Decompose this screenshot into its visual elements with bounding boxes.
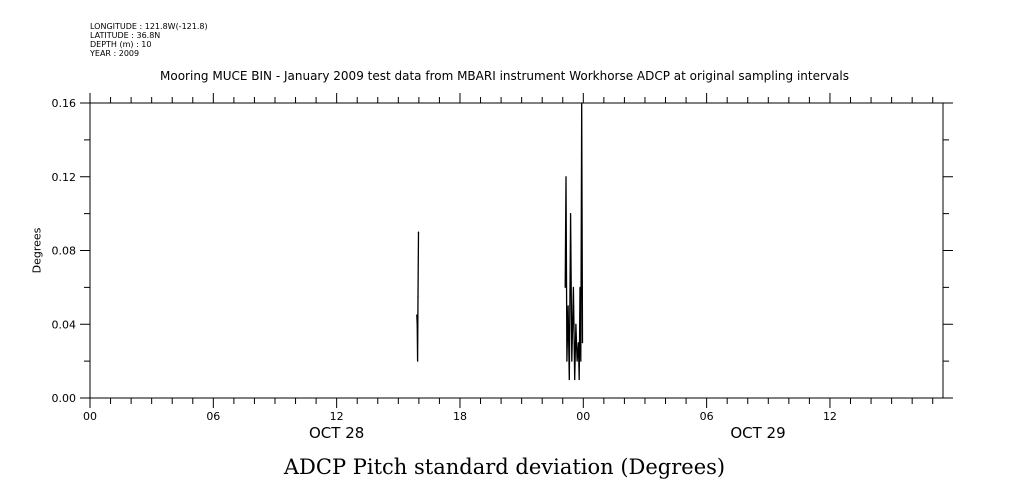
y-axis-label: Degrees <box>30 227 44 274</box>
metadata-longitude: LONGITUDE : 121.8W(-121.8) <box>90 22 208 31</box>
data-point <box>416 323 418 325</box>
data-point <box>417 231 420 233</box>
x-tick-label: 18 <box>453 410 467 423</box>
y-tick-label: 0.04 <box>52 318 77 331</box>
chart-title: ADCP Pitch standard deviation (Degrees) <box>283 455 726 479</box>
series-line <box>564 102 584 380</box>
data-point <box>416 314 418 316</box>
day-label: OCT 28 <box>309 424 364 442</box>
data-point <box>564 286 566 288</box>
x-tick-label: 12 <box>330 410 344 423</box>
day-label: OCT 29 <box>730 424 785 442</box>
x-tick-label: 00 <box>83 410 97 423</box>
data-point <box>417 360 419 362</box>
plot-frame <box>89 102 944 399</box>
series-group <box>416 102 584 381</box>
data-point <box>568 378 570 381</box>
metadata-year: YEAR : 2009 <box>90 49 140 58</box>
data-point <box>579 286 581 288</box>
data-point <box>565 176 567 178</box>
data-point <box>569 213 572 215</box>
data-point <box>577 342 579 344</box>
metadata-latitude: LATITUDE : 36.8N <box>90 31 161 40</box>
data-point <box>576 360 578 362</box>
data-point <box>578 378 580 381</box>
data-point <box>417 295 419 298</box>
y-tick-label: 0.16 <box>52 97 77 110</box>
y-tick-label: 0.08 <box>52 245 77 258</box>
data-point <box>581 102 583 104</box>
y-tick-labels: 0.00 0.04 0.08 0.12 0.16 <box>52 97 77 405</box>
data-point <box>574 378 576 381</box>
y-tick-label: 0.00 <box>52 392 77 405</box>
data-point <box>567 305 569 307</box>
data-point <box>572 286 575 288</box>
y-tick-label: 0.12 <box>52 171 77 184</box>
chart-subtitle: Mooring MUCE BIN - January 2009 test dat… <box>160 69 849 83</box>
data-point <box>581 342 584 344</box>
day-labels: OCT 28 OCT 29 <box>309 424 786 442</box>
metadata-depth: DEPTH (m) : 10 <box>90 40 152 49</box>
x-tick-label: 06 <box>700 410 714 423</box>
data-point <box>571 360 573 362</box>
x-tick-labels: 00 06 12 18 00 06 12 <box>83 410 837 423</box>
data-point <box>566 360 568 362</box>
x-tick-label: 12 <box>823 410 837 423</box>
x-tick-label: 06 <box>206 410 220 423</box>
x-tick-label: 00 <box>576 410 590 423</box>
data-point <box>575 323 577 325</box>
data-point <box>580 360 582 362</box>
axis-ticks <box>80 93 953 408</box>
